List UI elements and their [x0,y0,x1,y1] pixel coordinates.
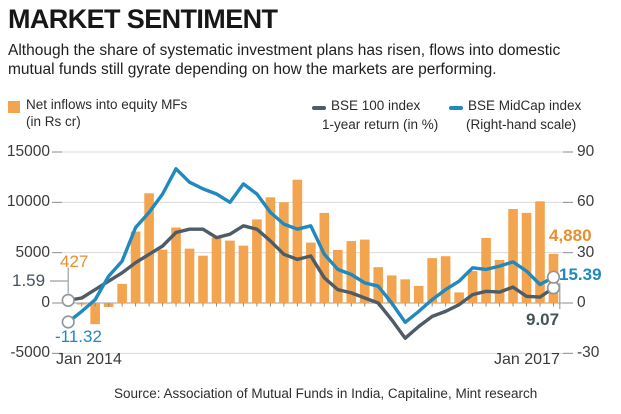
bar-jul-2014 [144,193,154,303]
legend-bse100-dash-icon [312,106,326,110]
bar-nov-2014 [198,255,208,303]
chart-subtitle: Although the share of systematic investm… [8,41,560,79]
left-axis-tick-label: -5000 [10,344,50,362]
x-axis-label-start: Jan 2014 [56,351,122,368]
legend-bse100-label: BSE 100 index [331,98,421,113]
left-axis-tick-label: 15000 [6,143,50,160]
bar-nov-2016 [521,212,532,303]
subtitle-line-2: mutual funds still gyrate depending on h… [8,61,497,78]
bar-jun-2015 [292,179,303,303]
bar-aug-2015 [319,212,330,303]
bar-sep-2016 [494,260,505,303]
bar-jun-2016 [454,292,464,303]
legend-midcap-dash-icon [449,106,463,110]
marker-bse100-start [61,293,75,307]
legend-bars-swatch-icon [8,101,20,113]
right-axis-tick-label: -30 [577,344,600,362]
legend-bars-label-line1: Net inflows into equity MFs [26,97,188,112]
legend-bars-label-line2: (in Rs cr) [26,114,81,129]
page-title: MARKET SENTIMENT [8,4,278,34]
annotation-midcap-start-value: -11.32 [55,327,102,346]
bar-mar-2015 [252,219,262,303]
bar-jan-2015 [225,240,235,303]
bar-oct-2016 [508,208,518,303]
bar-aug-2014 [157,249,168,303]
x-axis-label-end: Jan 2017 [494,351,560,368]
source-note: Source: Association of Mutual Funds in I… [114,386,538,401]
bar-sep-2014 [171,227,181,303]
bar-oct-2015 [346,241,357,303]
bar-apr-2015 [265,197,276,303]
bar-may-2014 [117,283,127,303]
bar-jul-2016 [467,271,478,303]
right-axis-tick-label: 60 [577,193,595,211]
bar-nov-2015 [359,239,370,303]
annotation-bse100-end-value: 9.07 [526,310,560,329]
bar-feb-2016 [400,279,410,303]
left-axis-tick-label: 0 [41,294,50,311]
marker-midcap-start [61,315,75,329]
legend-bars-label: Net inflows into equity MFs (in Rs cr) [26,96,187,130]
annotation-bar-end-value: 4,880 [549,226,592,245]
annotation-bar-start-value: 427 [60,252,89,271]
bar-mar-2014 [90,303,100,325]
annotation-midcap-end-value: 15.39 [559,265,602,284]
legend-midcap-label: BSE MidCap index [468,98,582,113]
bar-dec-2016 [535,201,545,303]
bar-jan-2016 [386,275,397,303]
bar-feb-2015 [238,245,249,303]
legend-lines-sublabel-scale: (Right-hand scale) [466,117,577,132]
legend-lines-sublabel-return: 1-year return (in %) [322,117,439,132]
right-axis-tick-label: 90 [577,143,595,160]
right-axis-tick-label: 0 [577,294,586,311]
line-midcap [66,167,556,324]
right-axis-tick-label: 30 [577,243,595,261]
bar-jun-2014 [130,231,141,303]
line-bse100 [66,224,556,340]
subtitle-line-1: Although the share of systematic investm… [8,42,561,59]
bar-sep-2015 [333,249,343,303]
marker-midcap-end [546,270,561,284]
bar-apr-2016 [427,258,437,303]
bar-jul-2015 [306,242,316,303]
bar-oct-2014 [184,248,195,303]
left-axis-tick-label: 5000 [15,243,50,261]
left-axis-tick-label: 10000 [6,193,50,211]
annotation-bse100-start-value: 1.59 [12,271,46,290]
bar-may-2016 [440,256,451,303]
bar-dec-2014 [211,237,222,303]
bar-mar-2016 [413,285,424,303]
